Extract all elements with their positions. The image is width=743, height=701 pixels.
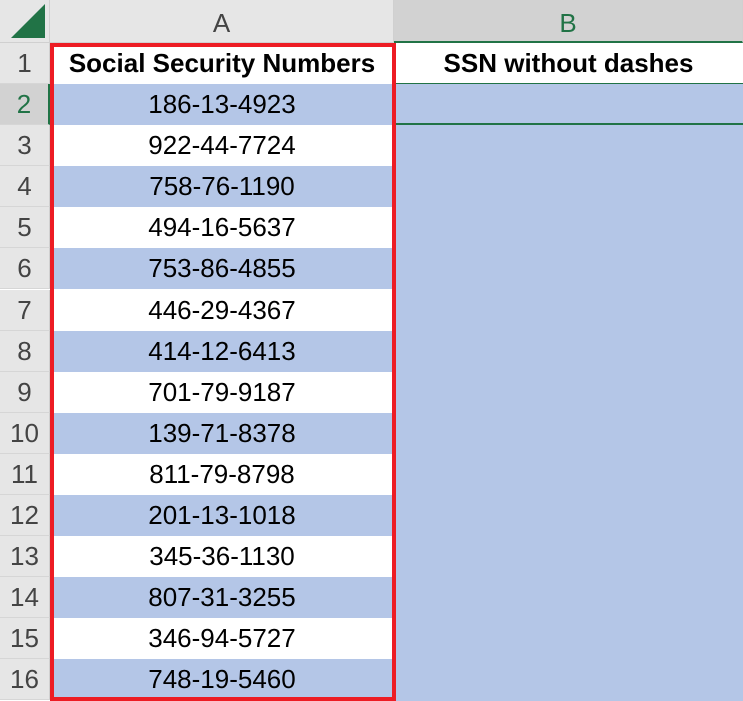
cell-b12[interactable] [394,495,743,537]
cell-b1[interactable]: SSN without dashes [443,48,694,78]
cell-a4[interactable]: 758-76-1190 [50,166,394,208]
cell-b15[interactable] [394,618,743,661]
cell-a15[interactable]: 346-94-5727 [148,623,296,654]
cell-a7[interactable]: 446-29-4367 [148,294,296,325]
cell-a6[interactable]: 753-86-4855 [50,248,394,290]
cell-b3[interactable] [394,125,743,168]
cell-b8[interactable] [394,330,743,373]
row-header-12[interactable]: 12 [0,495,50,536]
cell-a3[interactable]: 922-44-7724 [148,130,296,161]
select-all-button[interactable] [0,0,50,43]
row-header-10[interactable]: 10 [0,412,50,454]
cell-b7[interactable] [394,289,743,332]
column-header-a[interactable]: A [50,0,394,43]
cell-a5[interactable]: 494-16-5637 [148,212,296,243]
row-header-6[interactable]: 6 [0,248,50,290]
active-cell-b2 [394,84,743,125]
row-header-3[interactable]: 3 [0,125,50,167]
cell-a10[interactable]: 139-71-8378 [50,412,394,454]
row-header-11[interactable]: 11 [0,453,50,495]
cell-b5[interactable] [394,207,743,250]
row-header-13[interactable]: 13 [0,536,50,578]
cell-b4[interactable] [394,166,743,209]
cell-a16[interactable]: 748-19-5460 [50,659,394,701]
row-header-16[interactable]: 16 [0,659,50,701]
cell-b13[interactable] [394,536,743,579]
cell-a8[interactable]: 414-12-6413 [50,330,394,372]
row-header-5[interactable]: 5 [0,207,50,249]
cell-a12[interactable]: 201-13-1018 [50,495,394,536]
row-header-4[interactable]: 4 [0,166,50,208]
row-header-15[interactable]: 15 [0,618,50,660]
cell-b10[interactable] [394,412,743,455]
column-header-b[interactable]: B [394,0,743,43]
row-header-14[interactable]: 14 [0,577,50,619]
cell-b2[interactable] [394,84,743,126]
cell-b16[interactable] [394,659,743,701]
cell-a1[interactable]: Social Security Numbers [68,48,376,78]
row-header-9[interactable]: 9 [0,371,50,413]
row-header-8[interactable]: 8 [0,330,50,372]
cell-a9[interactable]: 701-79-9187 [148,376,296,407]
cell-a13[interactable]: 345-36-1130 [149,541,295,572]
cell-b11[interactable] [394,453,743,496]
row-header-7[interactable]: 7 [0,289,50,331]
cell-b6[interactable] [394,248,743,291]
row-header-2[interactable]: 2 [0,84,50,125]
cell-b14[interactable] [394,577,743,620]
cell-a11[interactable]: 811-79-8798 [149,458,295,489]
cell-a14[interactable]: 807-31-3255 [50,577,394,619]
row-header-1[interactable]: 1 [0,43,50,84]
cell-b9[interactable] [394,371,743,414]
cell-a2[interactable]: 186-13-4923 [50,84,394,125]
select-all-triangle-icon [11,4,45,38]
